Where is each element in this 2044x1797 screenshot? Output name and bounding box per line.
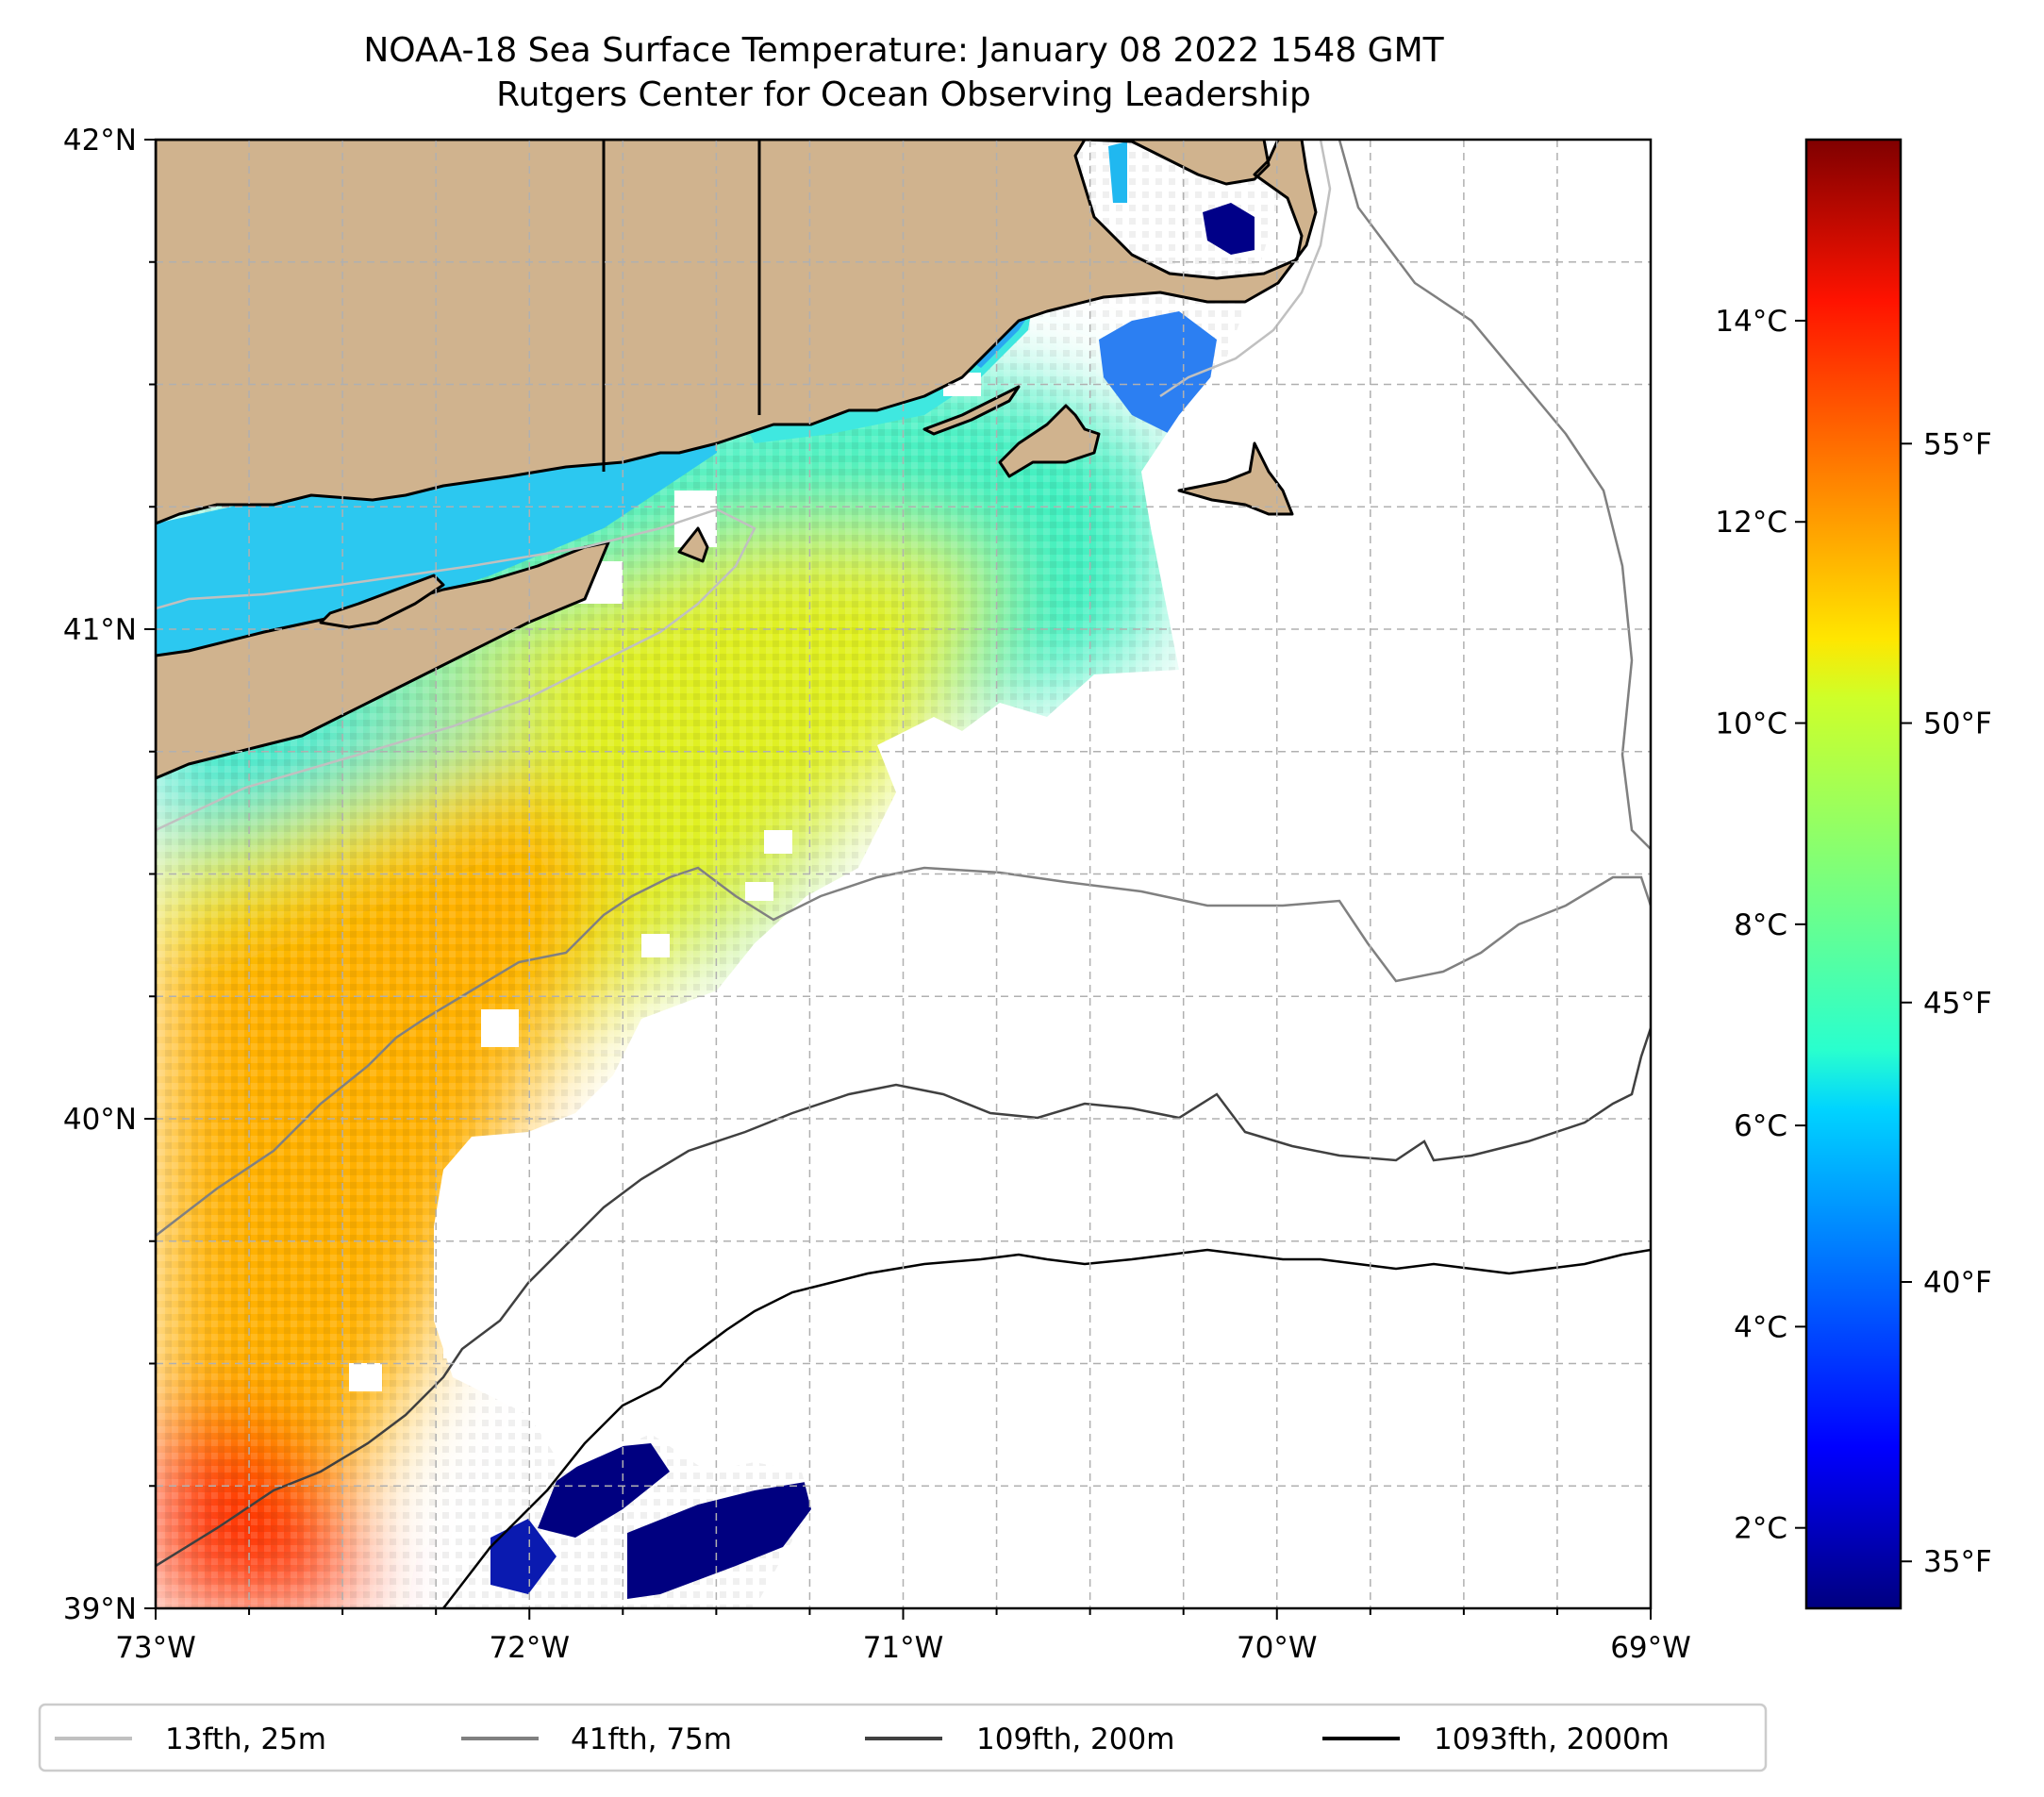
sst-cold-patch-3 — [490, 1519, 557, 1594]
no-data-patch-3 — [641, 934, 670, 957]
colorbar-celsius-label: 12°C — [1715, 506, 1787, 540]
land-mainland — [156, 140, 1318, 525]
sst-long-island-sound — [156, 429, 717, 660]
land-martha-vineyard — [998, 404, 1101, 478]
colorbar-celsius-axis: 14°C 12°C 10°C 8°C 6°C 4°C 2°C — [1715, 305, 1806, 1546]
state-borders — [602, 140, 761, 472]
y-tick-label: 42°N — [63, 124, 137, 158]
no-data-patch-2 — [745, 882, 773, 901]
land-elizabeth-islands — [922, 385, 1021, 436]
isobath-2000m — [442, 1248, 1651, 1608]
isobath-75m — [156, 866, 1651, 1237]
land — [156, 140, 1318, 780]
colorbar-celsius-label: 14°C — [1715, 305, 1787, 339]
no-data-patch-5 — [349, 1363, 382, 1391]
sst-cold-patch-1 — [627, 1481, 811, 1599]
isobaths — [156, 140, 1651, 1608]
x-tick-label: 70°W — [1237, 1631, 1318, 1665]
x-tick-label: 73°W — [115, 1631, 196, 1665]
y-axis: 42°N 41°N 40°N 39°N — [63, 124, 156, 1626]
x-tick-label: 69°W — [1610, 1631, 1691, 1665]
land-block-island — [677, 526, 709, 563]
chart-title: NOAA-18 Sea Surface Temperature: January… — [363, 31, 1444, 70]
colorbar-fahrenheit-label: 50°F — [1923, 707, 1992, 741]
colorbar-celsius-label: 10°C — [1715, 707, 1787, 741]
isobath-200m — [156, 1027, 1651, 1568]
sst-cold-patch-2 — [538, 1443, 670, 1538]
map-panel — [156, 140, 1651, 1608]
colorbar-fahrenheit-axis: 55°F 50°F 45°F 40°F 35°F — [1901, 427, 1992, 1579]
isobath-75m-east — [1338, 140, 1651, 850]
colorbar-fahrenheit-label: 45°F — [1923, 987, 1992, 1021]
isobath-25m-east — [1159, 140, 1332, 398]
legend-label: 109fth, 200m — [976, 1722, 1174, 1756]
legend: 13fth, 25m 41fth, 75m 109fth, 200m 1093f… — [38, 1703, 1768, 1772]
colorbar-fahrenheit-label: 35°F — [1923, 1545, 1992, 1579]
y-tick-label: 41°N — [63, 613, 137, 647]
x-tick-label: 72°W — [489, 1631, 570, 1665]
colorbar-celsius-label: 8°C — [1734, 908, 1787, 942]
sst-cape-cod-bay-edge — [1108, 141, 1127, 203]
legend-item: 1093fth, 2000m — [1322, 1722, 1670, 1756]
colorbar: 14°C 12°C 10°C 8°C 6°C 4°C 2°C 55°F 50°F 45°F 40°… — [1715, 138, 1992, 1610]
no-data-patch-6 — [443, 1335, 472, 1358]
colorbar-celsius-label: 2°C — [1734, 1512, 1787, 1546]
legend-item: 109fth, 200m — [865, 1722, 1174, 1756]
x-axis: 73°W 72°W 71°W 70°W 69°W — [115, 1608, 1691, 1665]
no-data-patch-7 — [674, 491, 717, 547]
sst-cape-cod-bay-patch — [1203, 203, 1255, 255]
y-tick-label: 40°N — [63, 1103, 137, 1137]
legend-item: 41fth, 75m — [461, 1722, 732, 1756]
legend-label: 41fth, 75m — [571, 1722, 732, 1756]
no-data-patch-4 — [481, 1009, 519, 1047]
sst-nantucket-sound — [1099, 311, 1217, 434]
gridlines — [156, 140, 1651, 1608]
colorbar-fahrenheit-label: 40°F — [1923, 1266, 1992, 1300]
isobath-25m — [156, 507, 756, 832]
chart-subtitle: Rutgers Center for Ocean Observing Leade… — [496, 75, 1311, 114]
legend-label: 1093fth, 2000m — [1434, 1722, 1670, 1756]
no-data-patch-1 — [764, 830, 792, 854]
colorbar-celsius-label: 4°C — [1734, 1310, 1787, 1344]
legend-label: 13fth, 25m — [165, 1722, 326, 1756]
colorbar-gradient — [1804, 138, 1903, 1610]
legend-item: 13fth, 25m — [55, 1722, 326, 1756]
x-tick-label: 71°W — [863, 1631, 944, 1665]
colorbar-celsius-label: 6°C — [1734, 1109, 1787, 1143]
land-long-island-fork — [319, 574, 445, 629]
land-nantucket — [1177, 441, 1294, 516]
colorbar-fahrenheit-label: 55°F — [1923, 427, 1992, 461]
y-tick-label: 39°N — [63, 1592, 137, 1626]
